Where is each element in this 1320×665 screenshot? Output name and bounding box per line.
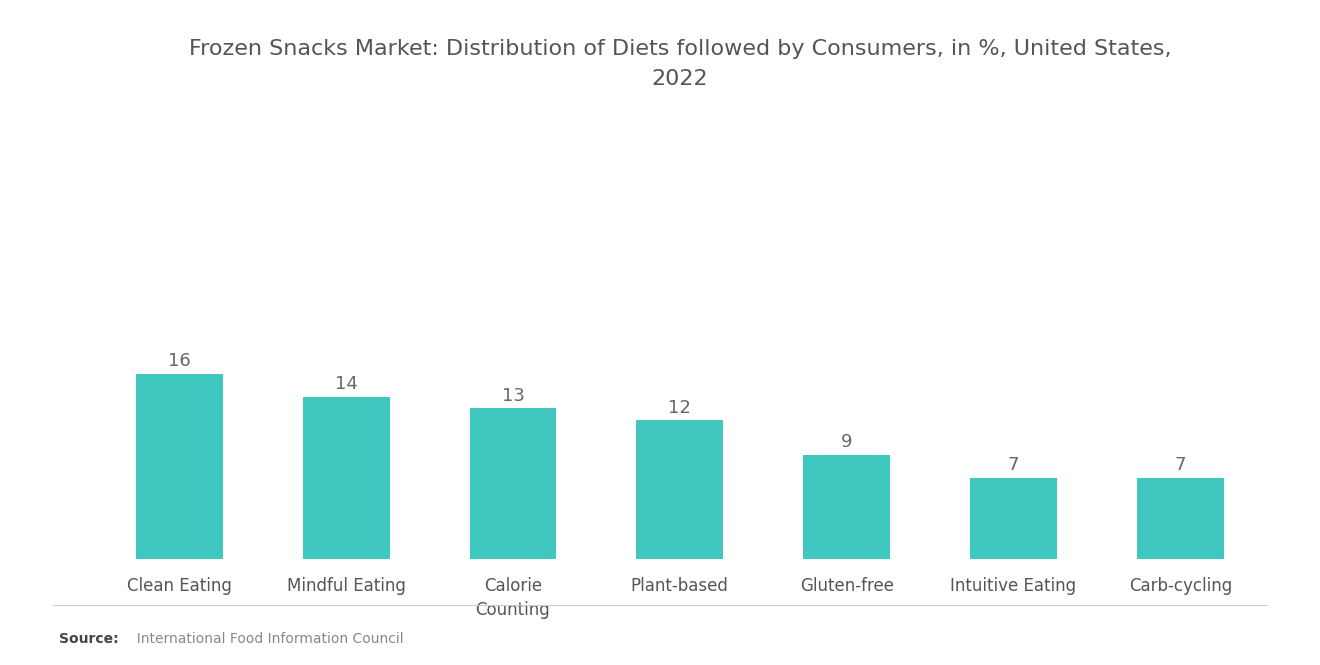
Text: 14: 14: [335, 376, 358, 394]
Text: Source:: Source:: [59, 632, 119, 646]
Bar: [470, 408, 556, 559]
Text: International Food Information Council: International Food Information Council: [128, 632, 404, 646]
Text: 16: 16: [168, 352, 190, 370]
Title: Frozen Snacks Market: Distribution of Diets followed by Consumers, in %, United : Frozen Snacks Market: Distribution of Di…: [189, 39, 1171, 89]
Text: 7: 7: [1007, 456, 1019, 474]
Text: 13: 13: [502, 387, 524, 405]
Bar: [636, 420, 723, 559]
Bar: [302, 397, 389, 559]
Bar: [1137, 477, 1224, 559]
Bar: [970, 477, 1057, 559]
Text: 7: 7: [1175, 456, 1187, 474]
Text: 12: 12: [668, 398, 692, 416]
Bar: [804, 455, 890, 559]
Text: 9: 9: [841, 433, 853, 451]
Bar: [136, 374, 223, 559]
